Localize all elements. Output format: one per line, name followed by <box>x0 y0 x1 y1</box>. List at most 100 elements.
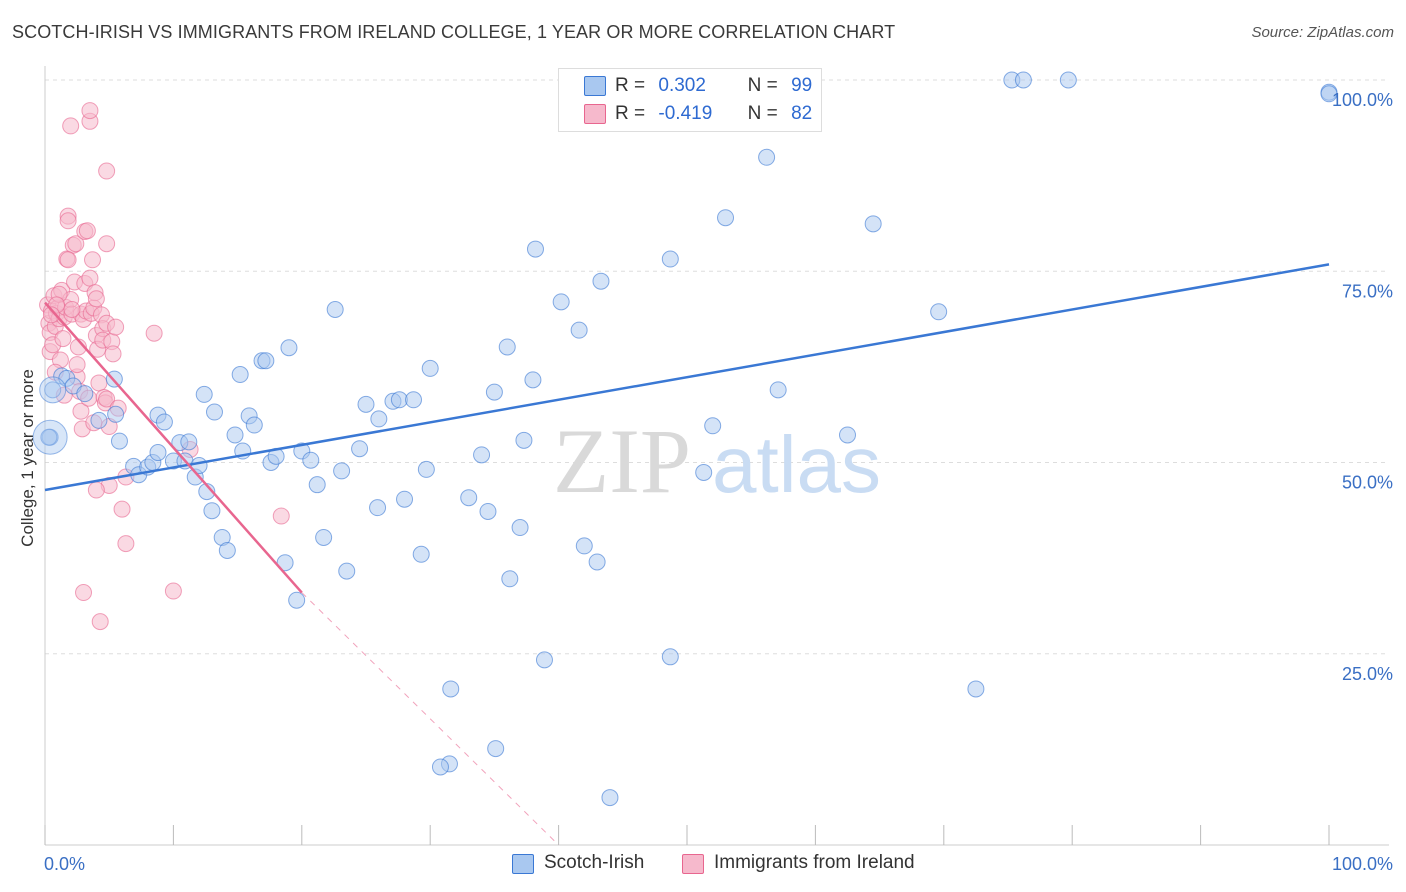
blue-point-43 <box>308 476 326 494</box>
trend-lines <box>44 263 1330 846</box>
blue-point-72 <box>526 240 544 258</box>
legend-n-value-2: 82 <box>791 103 813 124</box>
chart-source: Source: ZipAtlas.com <box>1251 24 1394 41</box>
blue-point-55 <box>405 391 423 409</box>
blue-point-40 <box>288 591 306 609</box>
blue-point-57 <box>417 460 435 478</box>
blue-point-23 <box>195 385 213 403</box>
series-immigrants-from-ireland <box>39 102 290 631</box>
chart-title: SCOTCH-IRISH VS IMMIGRANTS FROM IRELAND … <box>12 22 896 42</box>
blue-point-73 <box>535 651 553 669</box>
blue-point-88 <box>769 381 787 399</box>
blue-point-82 <box>661 648 679 666</box>
blue-point-53 <box>390 391 408 409</box>
blue-point-28 <box>218 541 236 559</box>
axes <box>44 66 1389 846</box>
pink-point-49 <box>90 374 108 392</box>
blue-point-90 <box>864 215 882 233</box>
blue-point-66 <box>487 740 505 758</box>
legend-n-value-1: 99 <box>791 75 813 96</box>
blue-point-95 <box>1059 71 1077 89</box>
blue-point-65 <box>485 383 503 401</box>
trend-line-scotch-irish <box>44 263 1330 492</box>
blue-point-83 <box>661 250 679 268</box>
blue-big-point-0 <box>32 419 68 455</box>
blue-point-20 <box>180 433 198 451</box>
pink-point-72 <box>272 507 290 525</box>
blue-point-61 <box>442 680 460 698</box>
x-tick-label-1: 100.0% <box>1332 854 1393 874</box>
blue-point-77 <box>588 553 606 571</box>
pink-point-69 <box>145 324 163 342</box>
blue-point-51 <box>370 410 388 428</box>
x-tick-label-0: 0.0% <box>44 854 85 874</box>
blue-point-7 <box>107 405 125 423</box>
blue-point-5 <box>76 385 94 403</box>
y-tick-label-3: 100.0% <box>1332 90 1393 110</box>
blue-point-92 <box>967 680 985 698</box>
blue-point-98 <box>40 428 58 446</box>
blue-point-97 <box>1320 85 1338 103</box>
blue-point-33 <box>245 416 263 434</box>
blue-point-47 <box>338 562 356 580</box>
legend-swatch-blue <box>584 76 606 96</box>
blue-point-91 <box>930 303 948 321</box>
blue-point-71 <box>524 371 542 389</box>
blue-point-78 <box>592 272 610 290</box>
blue-point-89 <box>839 426 856 444</box>
pink-point-57 <box>98 390 116 408</box>
legend-text-2: R = -0.419 N = 82 <box>615 103 812 125</box>
legend-text-1: R = 0.302 N = 99 <box>615 75 812 97</box>
legend-r-label-1: R = <box>615 75 646 96</box>
blue-point-60 <box>431 758 449 776</box>
pink-point-56 <box>98 162 116 180</box>
pink-point-41 <box>81 102 99 120</box>
blue-point-30 <box>231 366 249 384</box>
blue-point-1 <box>44 381 62 399</box>
y-tick-label-0: 25.0% <box>1342 664 1393 684</box>
blue-point-85 <box>704 417 722 435</box>
blue-point-26 <box>205 403 223 421</box>
legend-n-label-2: N = <box>747 103 778 124</box>
legend-r-value-2: -0.419 <box>658 103 713 124</box>
pink-point-78 <box>42 306 60 324</box>
blue-point-35 <box>257 352 275 370</box>
blue-point-44 <box>315 528 333 546</box>
pink-point-19 <box>59 212 77 230</box>
trend-line-immigrants-from-ireland-extension <box>301 592 559 846</box>
pink-point-64 <box>117 535 135 553</box>
blue-point-64 <box>479 502 497 520</box>
blue-point-76 <box>575 537 593 555</box>
blue-point-45 <box>326 301 344 318</box>
blue-point-70 <box>515 431 533 449</box>
blue-point-9 <box>110 432 128 450</box>
blue-point-84 <box>695 463 713 481</box>
pink-point-81 <box>107 318 125 336</box>
pink-point-67 <box>87 481 105 499</box>
blue-point-68 <box>501 570 519 588</box>
bottom-legend-label-scotch-irish: Scotch-Irish <box>544 852 645 873</box>
blue-point-48 <box>351 440 369 458</box>
pink-point-61 <box>104 345 122 363</box>
pink-point-74 <box>63 301 81 318</box>
blue-point-74 <box>552 293 570 311</box>
blue-point-58 <box>421 359 439 377</box>
blue-point-6 <box>90 411 108 429</box>
blue-point-46 <box>333 462 351 480</box>
blue-point-79 <box>601 789 619 807</box>
legend-swatch-pink <box>584 104 606 124</box>
pink-point-37 <box>78 222 96 240</box>
blue-big-point-1 <box>39 376 67 404</box>
blue-point-94 <box>1014 71 1032 89</box>
blue-point-14 <box>149 444 167 462</box>
y-tick-label-1: 50.0% <box>1342 473 1393 493</box>
blue-point-42 <box>302 451 320 469</box>
blue-point-49 <box>357 395 375 413</box>
blue-point-67 <box>498 338 516 356</box>
blue-point-54 <box>396 490 414 508</box>
pink-point-63 <box>113 500 131 518</box>
legend-r-value-1: 0.302 <box>658 75 706 96</box>
blue-point-69 <box>511 519 529 537</box>
blue-point-16 <box>155 413 173 431</box>
blue-point-25 <box>203 502 221 520</box>
